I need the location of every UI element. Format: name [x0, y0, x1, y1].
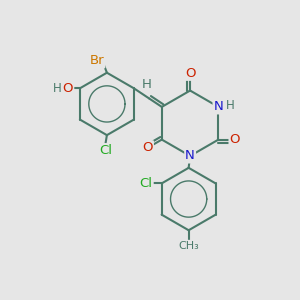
Text: O: O: [63, 82, 73, 95]
Text: O: O: [142, 141, 153, 154]
Text: Cl: Cl: [99, 144, 112, 157]
Text: N: N: [214, 100, 223, 113]
Text: H: H: [52, 82, 62, 95]
Text: Cl: Cl: [140, 177, 153, 190]
Text: H: H: [142, 78, 152, 91]
Text: O: O: [185, 67, 195, 80]
Text: CH₃: CH₃: [178, 241, 199, 251]
Text: H: H: [226, 99, 235, 112]
Text: N: N: [185, 149, 195, 162]
Text: O: O: [230, 133, 240, 146]
Text: Br: Br: [90, 54, 104, 68]
